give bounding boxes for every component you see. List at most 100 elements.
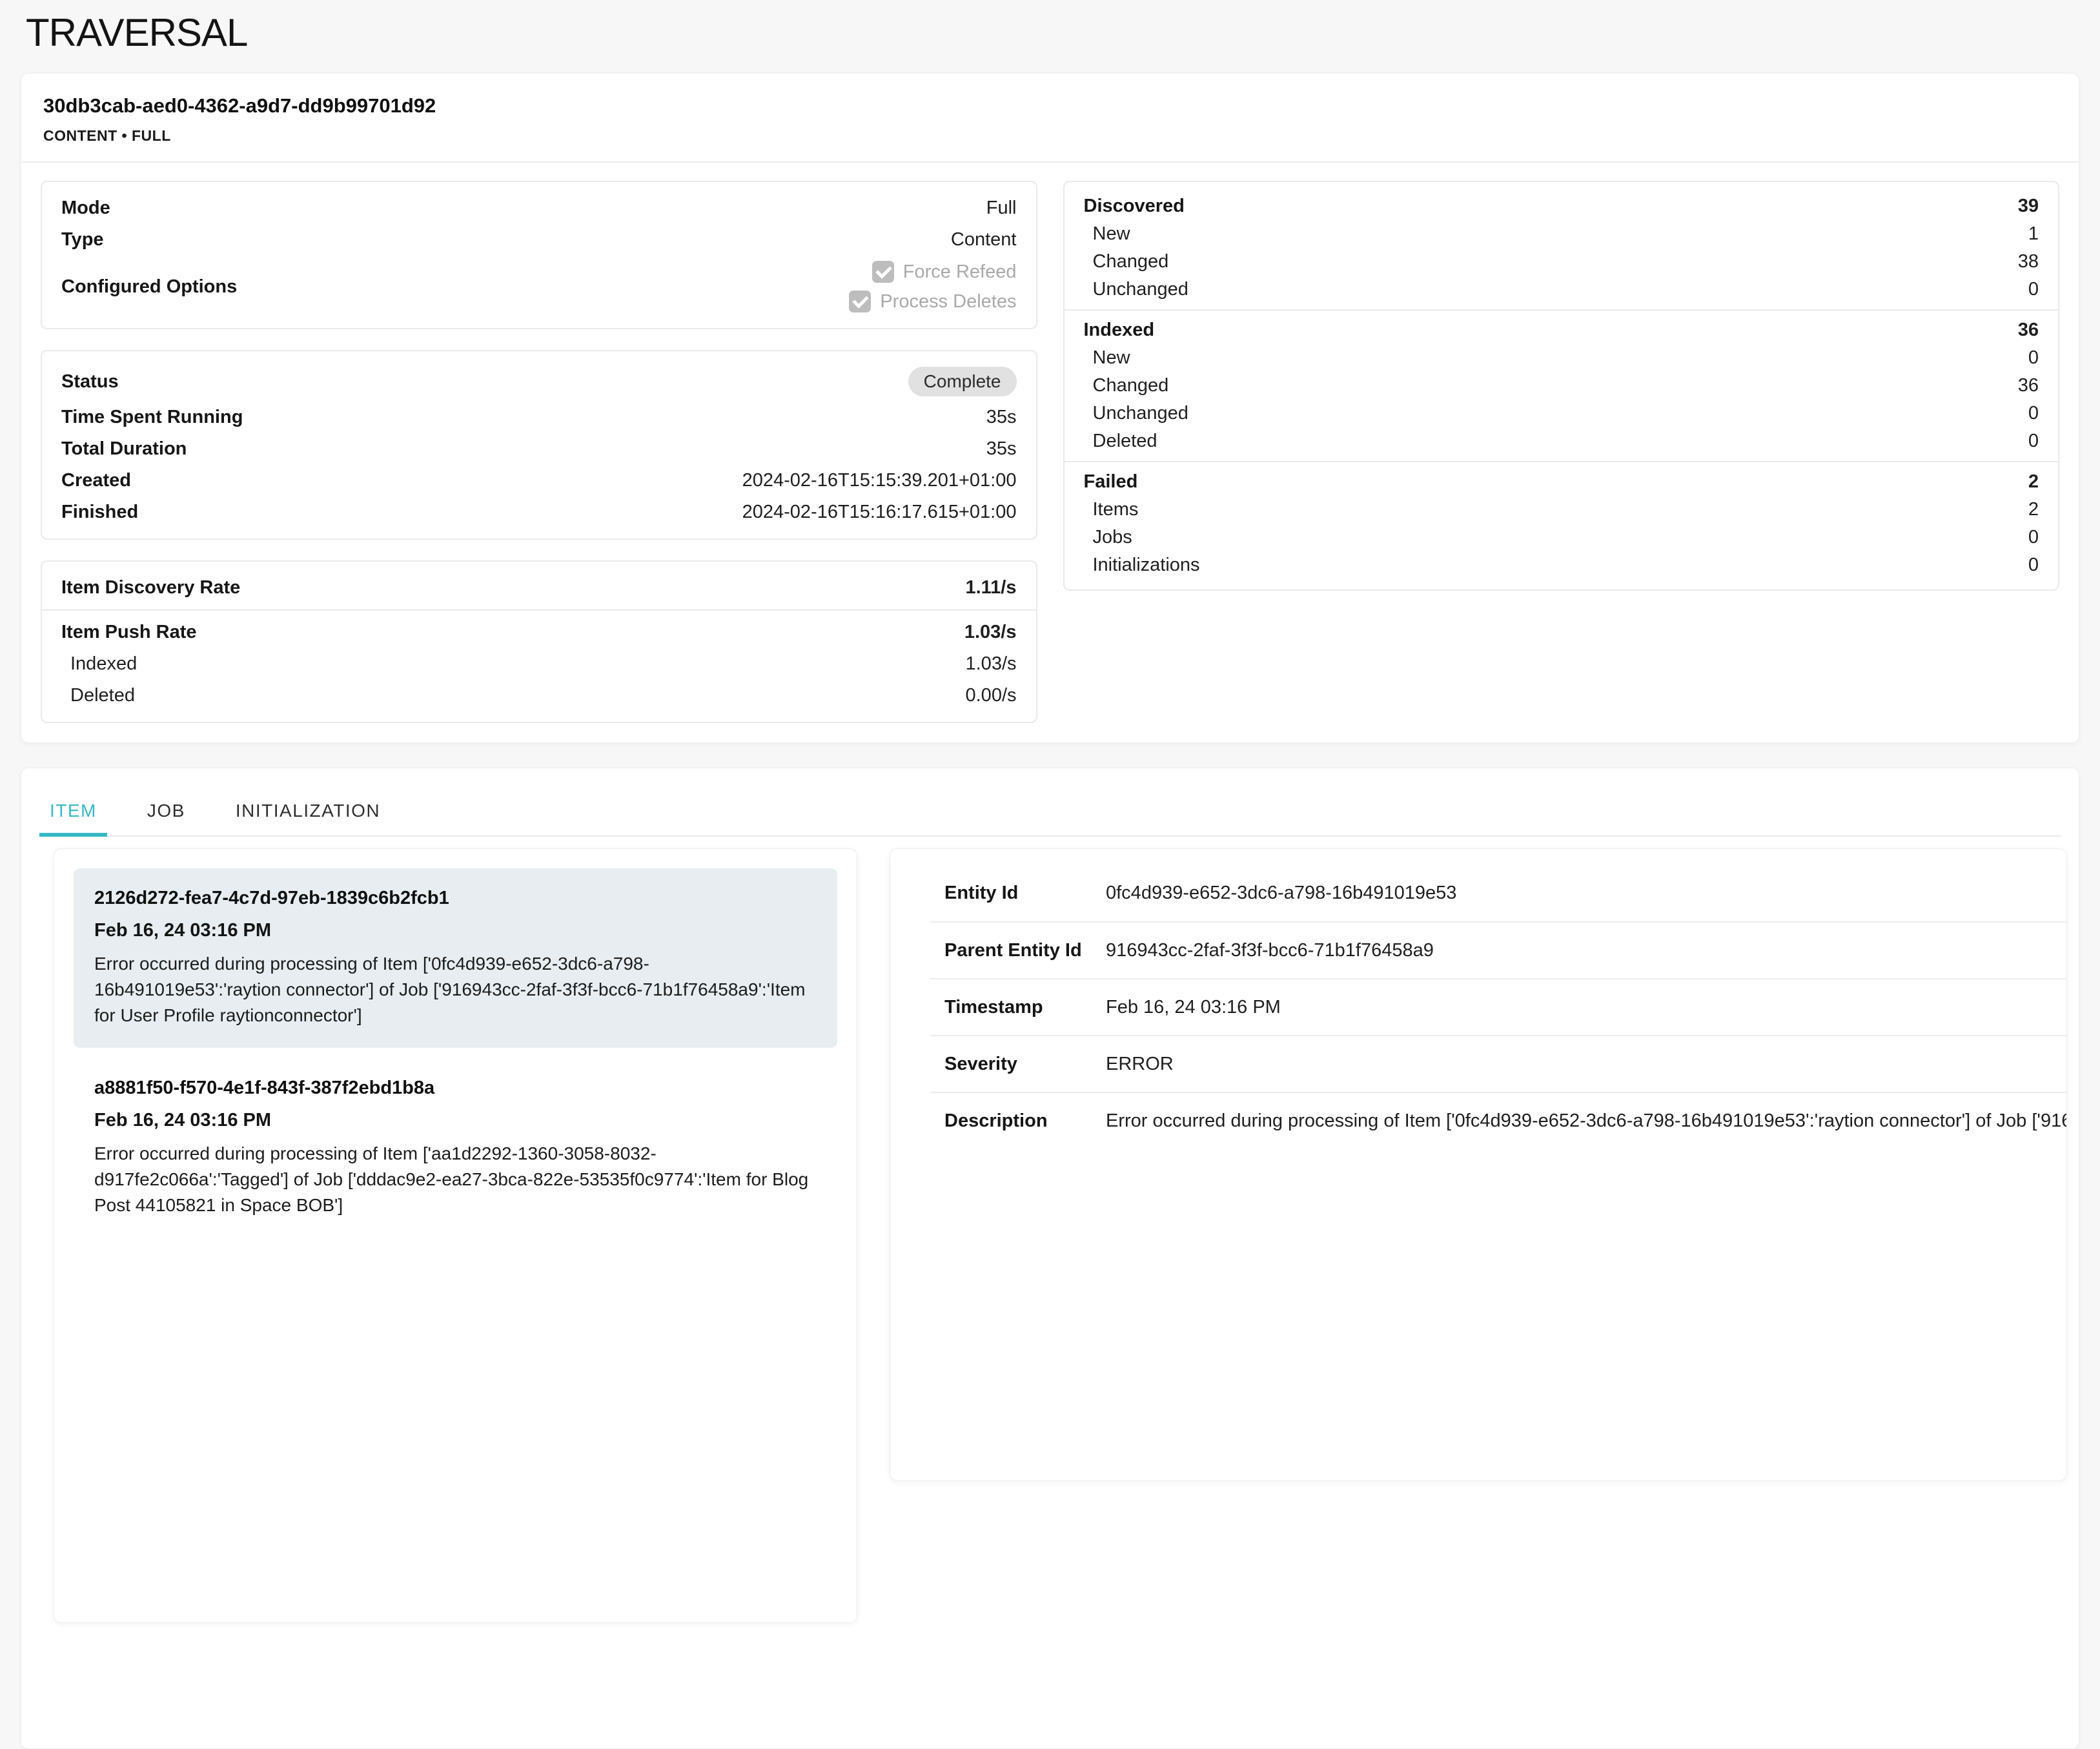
timestamp-value: Feb 16, 24 03:16 PM [1106,996,1281,1018]
timestamp-row: Timestamp Feb 16, 24 03:16 PM [930,978,2066,1035]
type-row: Type Content [42,224,1036,256]
divider [1064,461,2058,462]
status-badge: Complete [908,367,1017,396]
entity-id-row: Entity Id 0fc4d939-e652-3dc6-a798-16b491… [930,864,2066,921]
timestamp-label: Timestamp [944,996,1043,1018]
tab-label: ITEM [50,801,97,821]
entity-id-label: Entity Id [944,882,1019,903]
item-message: Error occurred during processing of Item… [94,954,806,1025]
time-spent-value: 35s [986,407,1017,427]
entity-id-value: 0fc4d939-e652-3dc6-a798-16b491019e53 [1106,882,1457,903]
configuration-panel: Mode Full Type Content Configured Option… [41,181,1037,329]
counts-panel: Discovered 39 New 1 Changed 38 Unchanged… [1063,181,2059,591]
indexed-deleted-row: Deleted 0 [1065,427,2059,455]
severity-value: ERROR [1106,1053,1174,1074]
tab-label: INITIALIZATION [235,801,381,821]
tab-initialization[interactable]: INITIALIZATION [225,790,391,837]
description-value: Error occurred during processing of Item… [1106,1110,2066,1131]
rates-panel: Item Discovery Rate 1.11/s Item Push Rat… [41,560,1037,723]
count-value: 0 [2028,555,2039,575]
total-duration-row: Total Duration 35s [42,433,1036,465]
count-label: Initializations [1092,555,1200,575]
failed-value: 2 [2028,471,2039,492]
item-id: 2126d272-fea7-4c7d-97eb-1839c6b2fcb1 [94,888,449,908]
finished-row: Finished 2024-02-16T15:16:17.615+01:00 [42,496,1036,528]
created-value: 2024-02-16T15:15:39.201+01:00 [742,470,1017,491]
discovered-label: Discovered [1083,196,1185,216]
total-duration-value: 35s [986,438,1017,459]
parent-entity-id-label: Parent Entity Id [944,939,1082,961]
count-label: Jobs [1092,527,1132,547]
count-label: Items [1092,499,1139,520]
traversal-id: 30db3cab-aed0-4362-a9d7-dd9b99701d92 [43,94,436,117]
failed-initializations-row: Initializations 0 [1065,551,2059,579]
status-panel: Status Complete Time Spent Running 35s T… [41,350,1037,540]
configured-options-row: Configured Options Force Refeed Process … [42,256,1036,318]
failed-label: Failed [1083,471,1138,492]
push-rate-indexed-label: Indexed [70,653,138,674]
count-value: 2 [2028,499,2039,520]
indexed-value: 36 [2017,320,2039,340]
push-rate-indexed-value: 1.03/s [965,653,1017,674]
time-spent-label: Time Spent Running [61,407,243,427]
tab-label: JOB [147,801,185,821]
push-rate-row: Item Push Rate 1.03/s [42,617,1036,648]
traversal-subtitle: CONTENT • FULL [43,127,171,144]
mode-value: Full [986,198,1017,218]
count-label: Unchanged [1092,279,1188,300]
traversal-header: 30db3cab-aed0-4362-a9d7-dd9b99701d92 CON… [21,74,2079,163]
finished-value: 2024-02-16T15:16:17.615+01:00 [742,502,1017,522]
count-label: Deleted [1092,431,1157,451]
count-label: New [1092,223,1130,244]
count-value: 0 [2028,279,2039,300]
tab-job[interactable]: JOB [137,790,196,837]
error-items-list: 2126d272-fea7-4c7d-97eb-1839c6b2fcb1 Feb… [54,848,857,1623]
checkbox-label: Process Deletes [880,291,1017,312]
indexed-changed-row: Changed 36 [1065,372,2059,400]
discovered-new-row: New 1 [1065,220,2059,248]
discovery-rate-row: Item Discovery Rate 1.11/s [42,572,1036,604]
count-label: Changed [1092,251,1169,272]
failed-items-row: Items 2 [1065,496,2059,524]
errors-card: ITEM JOB INITIALIZATION 2126d272-fea7-4c… [21,768,2079,1749]
description-label: Description [944,1110,1048,1131]
checkbox-label: Force Refeed [902,261,1017,282]
divider [1064,309,2058,311]
count-label: Unchanged [1092,403,1188,424]
finished-label: Finished [61,502,139,522]
discovered-unchanged-row: Unchanged 0 [1065,276,2059,303]
checkbox-checked-icon [872,261,894,283]
count-value: 0 [2028,403,2039,424]
count-value: 0 [2028,431,2039,451]
count-value: 38 [2017,251,2039,272]
list-item[interactable]: a8881f50-f570-4e1f-843f-387f2ebd1b8a Feb… [74,1058,837,1238]
item-timestamp: Feb 16, 24 03:16 PM [94,1110,272,1130]
item-id: a8881f50-f570-4e1f-843f-387f2ebd1b8a [94,1078,435,1098]
checkbox-force-refeed[interactable]: Force Refeed [872,261,1017,283]
mode-label: Mode [61,198,110,218]
severity-label: Severity [944,1053,1017,1074]
checkbox-process-deletes[interactable]: Process Deletes [849,291,1017,312]
push-rate-indexed-row: Indexed 1.03/s [42,648,1036,680]
discovery-rate-value: 1.11/s [965,577,1017,598]
push-rate-deleted-row: Deleted 0.00/s [42,680,1036,711]
push-rate-label: Item Push Rate [61,622,197,642]
mode-row: Mode Full [42,192,1036,224]
discovered-row: Discovered 39 [1065,192,2059,220]
discovery-rate-label: Item Discovery Rate [61,577,241,598]
tab-item[interactable]: ITEM [39,790,107,837]
discovered-changed-row: Changed 38 [1065,248,2059,276]
push-rate-deleted-value: 0.00/s [965,685,1017,706]
description-row: Description Error occurred during proces… [930,1092,2066,1149]
indexed-row: Indexed 36 [1065,316,2059,344]
count-value: 0 [2028,527,2039,547]
type-value: Content [950,229,1017,250]
indexed-label: Indexed [1083,320,1155,340]
created-label: Created [61,470,131,491]
error-tabs: ITEM JOB INITIALIZATION [39,790,2061,837]
time-spent-row: Time Spent Running 35s [42,402,1036,433]
list-item[interactable]: 2126d272-fea7-4c7d-97eb-1839c6b2fcb1 Feb… [74,868,837,1048]
status-label: Status [61,371,119,392]
checkbox-checked-icon [849,291,872,312]
failed-jobs-row: Jobs 0 [1065,524,2059,551]
